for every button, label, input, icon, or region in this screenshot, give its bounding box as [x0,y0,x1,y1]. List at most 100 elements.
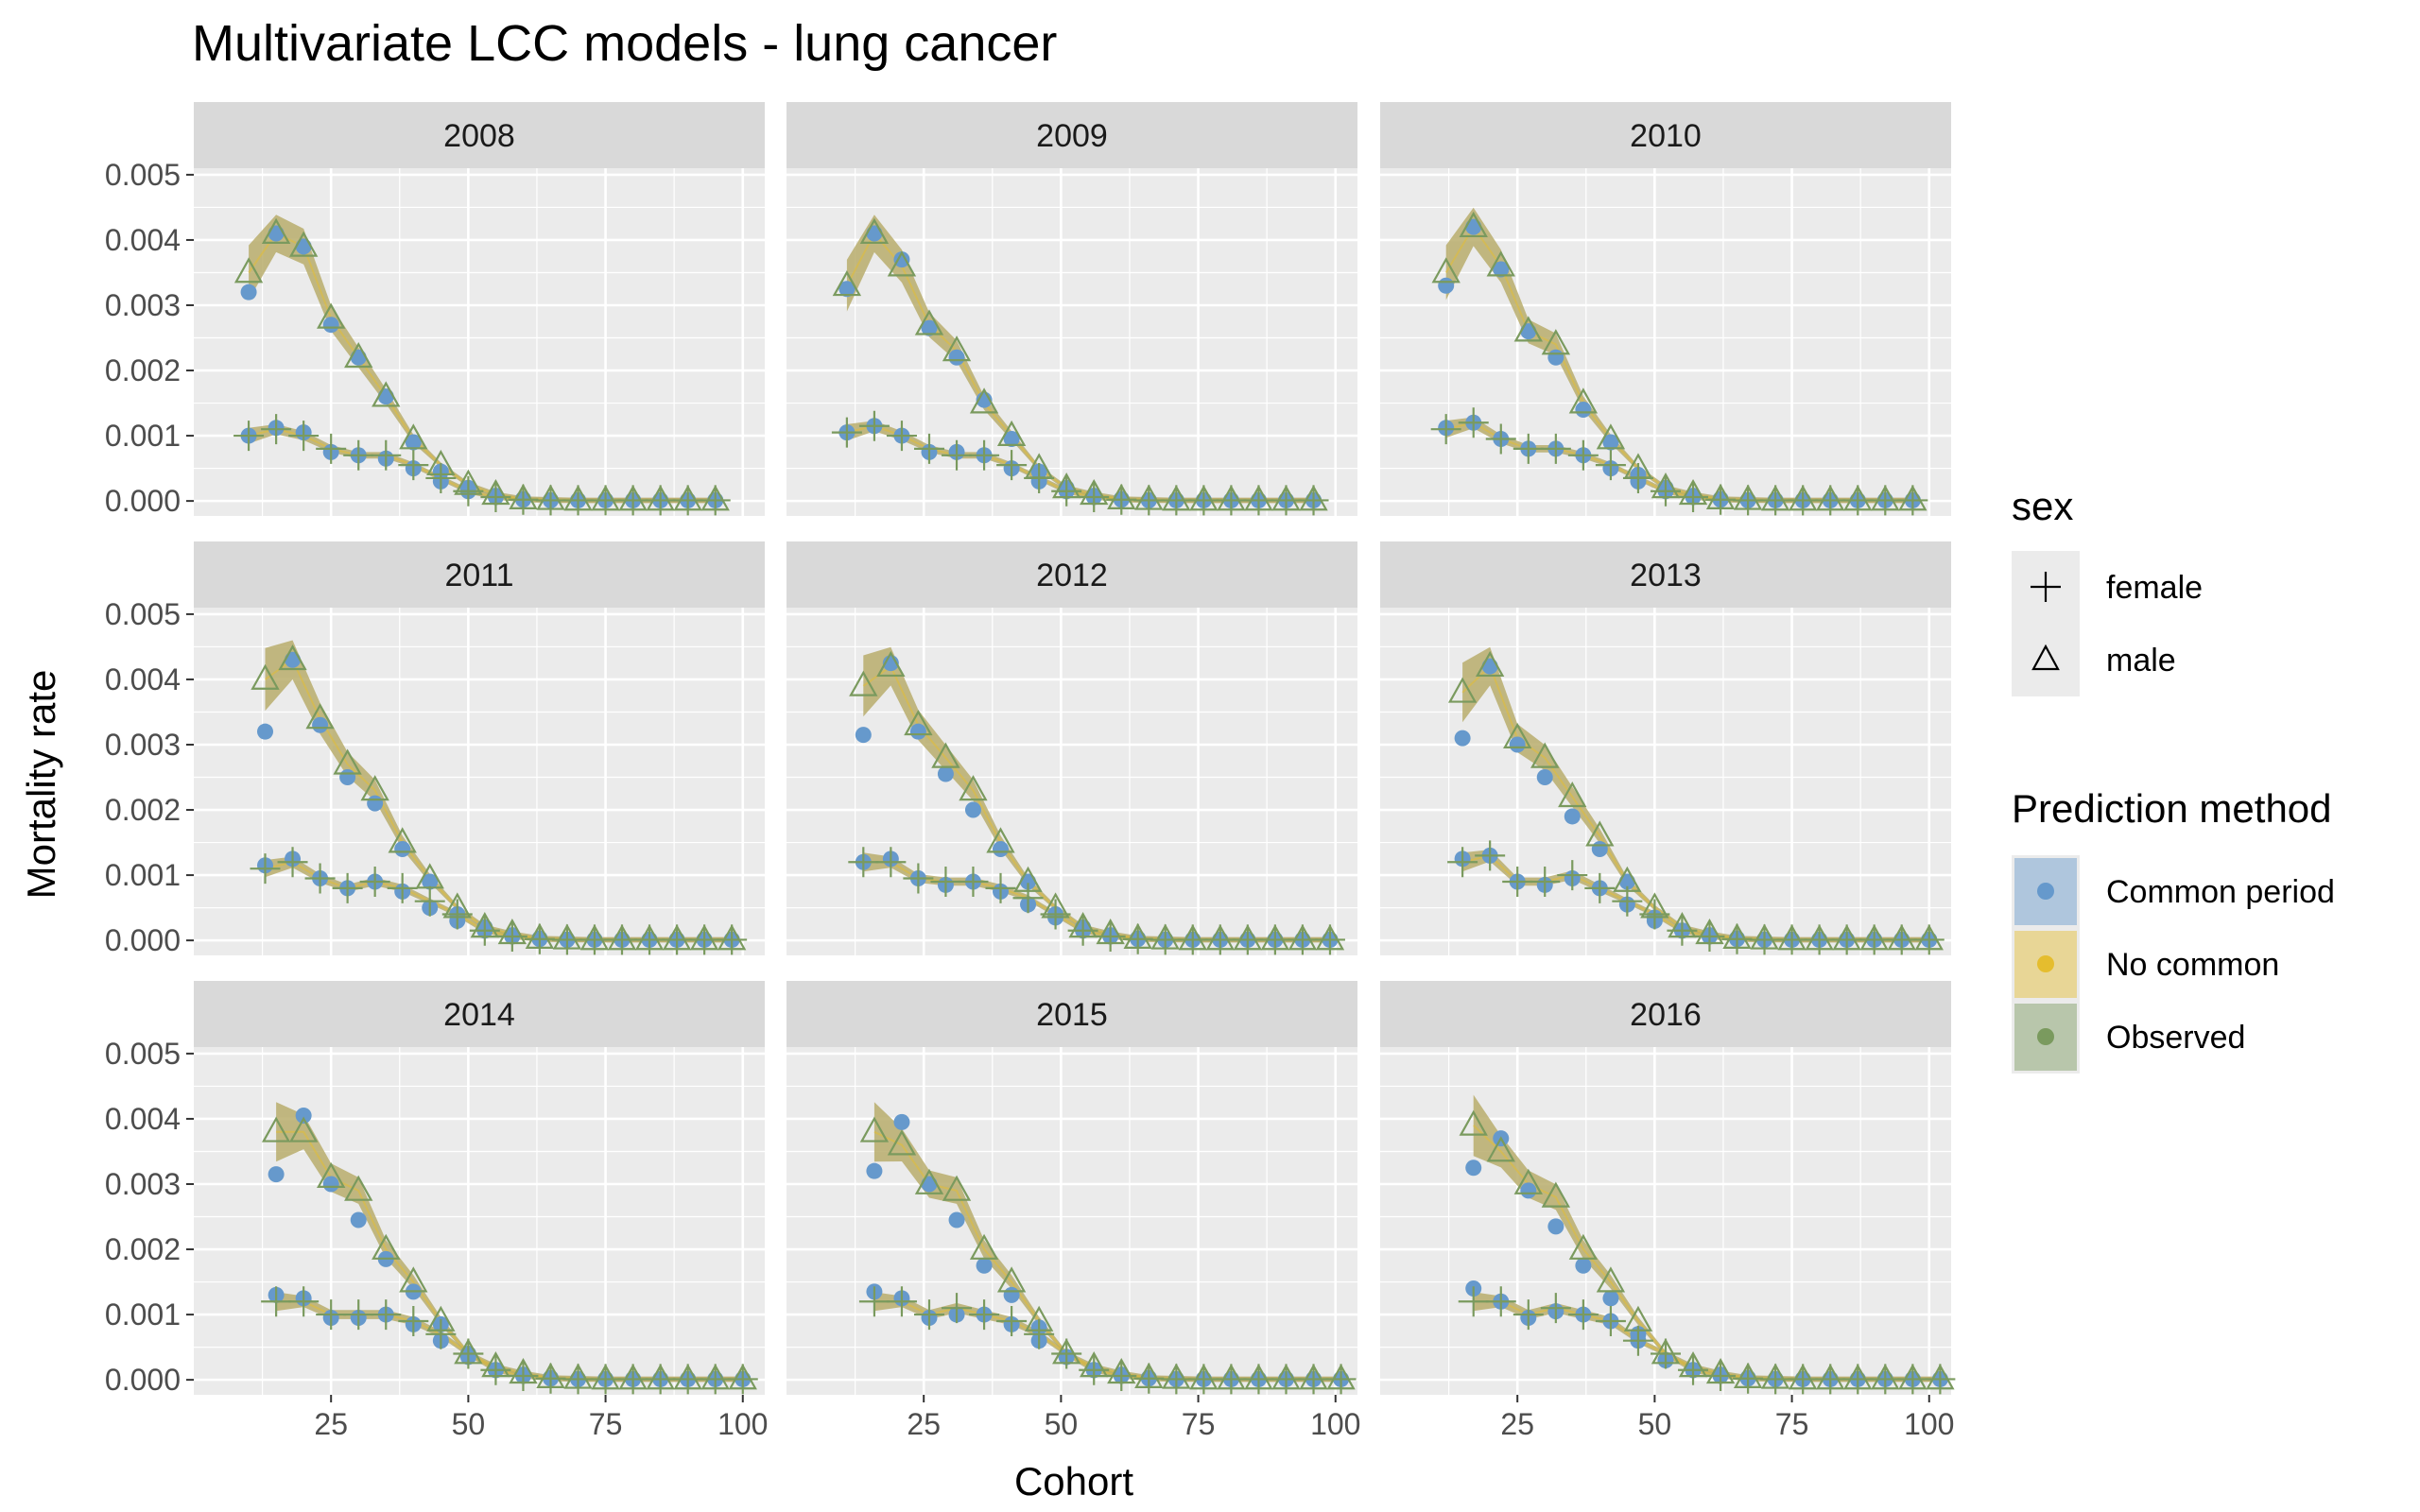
y-tick-label: 0.005 [105,158,181,192]
point-observed-female [1485,423,1516,455]
legend-label: No common [2106,947,2279,983]
point-observed-female [579,924,610,955]
point-observed-female [1298,1364,1329,1395]
point-common-male [1602,434,1619,451]
point-observed-female [1314,924,1345,955]
point-observed-female [1040,899,1071,930]
point-common-male [1454,730,1471,747]
y-axis-title: Mortality rate [19,670,63,900]
legend-key-triangle [2031,644,2060,671]
point-observed-male [1431,257,1461,284]
point-observed-female [1122,923,1153,954]
point-common-male [1481,658,1498,675]
point-observed-female [1270,1364,1302,1395]
point-observed-male [969,1233,999,1260]
point-observed-female [1622,1325,1653,1356]
point-common-male [1591,840,1608,857]
strip-label: 2013 [1630,558,1702,593]
point-observed-female [1259,924,1290,955]
point-observed-male [876,650,906,678]
point-observed-female [607,924,637,955]
point-common-male [909,723,926,740]
y-tick-label: 0.005 [105,597,181,631]
x-tick-label: 25 [314,1407,348,1441]
point-observed-female [1842,1364,1874,1395]
point-observed-male [251,663,280,690]
panel-2009: 2009 [786,102,1357,516]
point-observed-female [617,1364,648,1395]
point-observed-female [1188,485,1219,516]
point-observed-female [1886,924,1917,955]
point-observed-female [1749,924,1780,955]
point-observed-female [1678,481,1709,512]
legend-label-male: male [2106,643,2176,679]
point-observed-female [831,417,862,448]
point-observed-female [1842,485,1874,516]
strip-label: 2016 [1630,997,1702,1033]
point-common-male [1547,349,1564,366]
point-observed-female [1161,1364,1192,1395]
point-observed-female [469,915,500,946]
point-observed-female [942,1293,973,1324]
point-observed-female [1447,847,1478,878]
point-observed-female [1106,484,1137,515]
point-observed-female [689,924,720,955]
point-observed-female [1430,414,1461,445]
point-observed-male [904,710,933,736]
panel-2016: 2016 25 50 75 100 [1380,981,1956,1441]
point-observed-male [261,1116,291,1143]
y-tick-label: 0.004 [105,1102,181,1136]
point-observed-female [1870,1364,1901,1395]
point-observed-female [453,475,484,507]
point-common-male [295,238,312,255]
point-observed-female [414,885,445,917]
point-observed-male [859,1116,890,1143]
point-common-male [339,769,356,786]
point-common-male [855,727,872,744]
point-observed-female [1639,899,1670,930]
point-common-male [948,349,965,366]
point-observed-female [508,1360,539,1391]
point-observed-female [903,863,934,894]
legend-key-point [2037,955,2054,972]
point-observed-female [645,485,676,516]
panel-2008: 2008 0.000 0.001 0.002 0.003 0.004 0.005 [105,102,765,518]
strip-2015 [786,981,1357,1047]
strip-2009 [786,102,1357,168]
point-observed-male [996,420,1027,446]
point-observed-male [344,341,373,369]
x-tick-label: 25 [1500,1407,1534,1441]
point-common-male [893,1113,910,1130]
point-common-male [838,281,856,298]
strip-2010 [1380,102,1951,168]
point-observed-female [387,872,418,903]
point-common-male [921,319,938,336]
point-observed-male [859,217,890,244]
point-observed-female [700,485,731,516]
point-observed-male [288,231,319,257]
point-common-male [350,1211,367,1228]
point-observed-female [1024,462,1055,493]
y-tick-label: 0.003 [105,1167,181,1201]
point-observed-female [858,410,890,441]
band-female [249,423,716,504]
point-observed-female [1161,485,1192,516]
point-observed-female [371,439,402,471]
point-observed-male [317,302,346,329]
point-observed-female [662,924,693,955]
legend-title-method: Prediction method [2012,786,2332,831]
legend-label: Common period [2106,874,2335,910]
point-observed-male [317,1161,346,1188]
point-observed-male [1486,250,1515,277]
point-observed-female [250,853,281,885]
point-observed-female [316,433,347,464]
point-observed-male [344,1175,373,1201]
point-common-male [1547,1218,1564,1235]
point-observed-male [278,644,307,671]
point-observed-female [1622,462,1653,493]
point-common-male [405,434,422,451]
point-observed-male [333,748,362,775]
point-observed-female [1024,1318,1055,1349]
y-tick-label: 0.000 [105,484,181,518]
point-observed-male [887,1129,917,1156]
